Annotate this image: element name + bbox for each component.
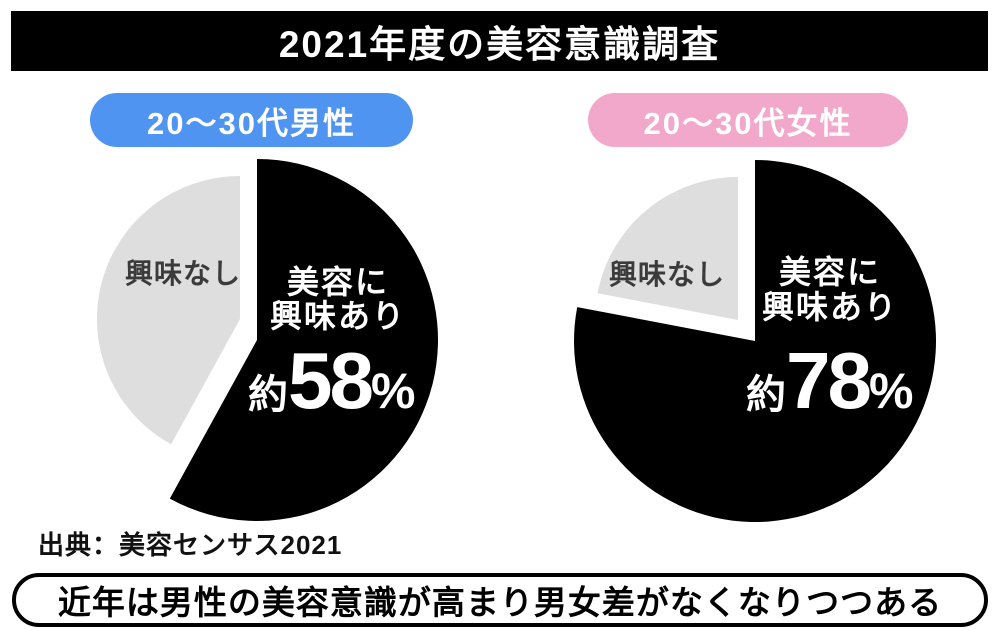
percent-value: 約58% — [248, 336, 415, 425]
percent-sign: % — [371, 363, 415, 419]
group-badge-female: 20～30代女性 — [588, 93, 908, 147]
group-badge-male: 20～30代男性 — [90, 93, 413, 147]
pie-slice-not-interested — [597, 177, 738, 320]
label-interested-line2: 興味あり — [270, 298, 406, 334]
conclusion-banner: 近年は男性の美容意識が高まり男女差がなくなりつつある — [12, 573, 988, 627]
pie-slice-interested — [169, 159, 439, 521]
percent-prefix: 約 — [746, 373, 786, 417]
pie-chart-female: 興味なし 美容に 興味あり 約78% — [574, 160, 937, 522]
label-interested-line2: 興味あり — [762, 289, 898, 325]
percent-value: 約78% — [746, 336, 913, 425]
pie-slice-interested — [574, 160, 937, 522]
conclusion-text: 近年は男性の美容意識が高まり男女差がなくなりつつある — [57, 584, 943, 621]
group-badge-female-label: 20～30代女性 — [643, 105, 853, 141]
label-interested-line1: 美容に — [779, 254, 881, 290]
group-badge-male-label: 20～30代男性 — [147, 105, 356, 141]
label-not-interested: 興味なし — [609, 259, 725, 290]
percent-prefix: 約 — [248, 373, 288, 417]
percent-sign: % — [869, 363, 913, 419]
pie-chart-male: 興味なし 美容に 興味あり 約58% — [97, 159, 439, 521]
source-note: 出典：美容センサス2021 — [38, 530, 343, 560]
title-bar: 2021年度の美容意識調査 — [11, 11, 988, 71]
percent-number: 58 — [288, 336, 372, 425]
pie-slice-not-interested — [97, 176, 241, 445]
label-interested-line1: 美容に — [287, 264, 389, 300]
percent-number: 78 — [786, 336, 870, 425]
page-title: 2021年度の美容意識調査 — [278, 24, 721, 65]
label-not-interested: 興味なし — [125, 258, 241, 289]
